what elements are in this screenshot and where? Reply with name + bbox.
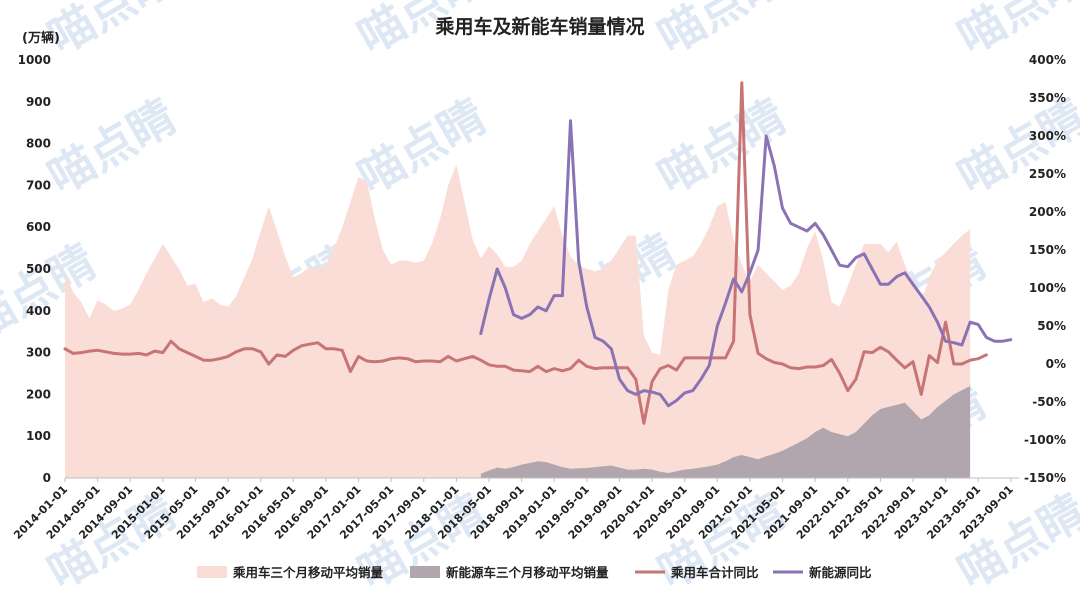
chart-title: 乘用车及新能车销量情况 [434,15,644,38]
series-area-1 [480,386,971,478]
y2-tick-label: 300% [1029,129,1066,143]
area-layer [65,164,971,478]
line-layer [63,81,1013,425]
y-tick-label: 400 [26,304,51,318]
y2-tick-label: 150% [1029,243,1066,257]
watermark-text: 喵点睛 [649,0,796,65]
y-tick-label: 0 [43,471,51,485]
watermark-text: 喵点睛 [39,89,186,205]
legend-label: 新能源同比 [809,565,872,580]
watermark-text: 喵点睛 [649,89,796,205]
y2-tick-label: 50% [1037,319,1066,333]
series-area-0 [65,164,971,478]
y2-tick-label: 250% [1029,167,1066,181]
series-line-2 [63,81,988,425]
legend-label: 新能源车三个月移动平均销量 [446,565,609,580]
y-tick-label: 900 [26,95,51,109]
y2-tick-label: 100% [1029,281,1066,295]
y-tick-label: 800 [26,137,51,151]
y2-tick-label: -100% [1024,433,1066,447]
y-tick-label: 100 [26,429,51,443]
series-line-3 [479,119,1013,408]
y-tick-label: 300 [26,346,51,360]
legend-label: 乘用车三个月移动平均销量 [232,565,384,580]
legend-swatch [197,566,227,578]
watermark-text: 喵点睛 [949,89,1080,205]
y-tick-label: 1000 [18,53,51,67]
y2-tick-label: 350% [1029,91,1066,105]
watermark-text: 喵点睛 [349,89,496,205]
legend-label: 乘用车合计同比 [670,565,759,580]
y-tick-label: 700 [26,178,51,192]
watermark-text: 喵点睛 [39,0,186,65]
y-tick-label: 200 [26,387,51,401]
legend: 乘用车三个月移动平均销量 新能源车三个月移动平均销量 乘用车合计同比 新能源同比 [197,565,872,580]
y-tick-label: 500 [26,262,51,276]
y2-tick-label: 400% [1029,53,1066,67]
y2-tick-label: 200% [1029,205,1066,219]
y-tick-label: 600 [26,220,51,234]
legend-swatch [410,566,440,578]
y2-tick-label: 0% [1046,357,1066,371]
y2-tick-label: -150% [1024,471,1066,485]
y-axis-unit-label: (万辆) [22,30,60,46]
y2-tick-label: -50% [1032,395,1066,409]
